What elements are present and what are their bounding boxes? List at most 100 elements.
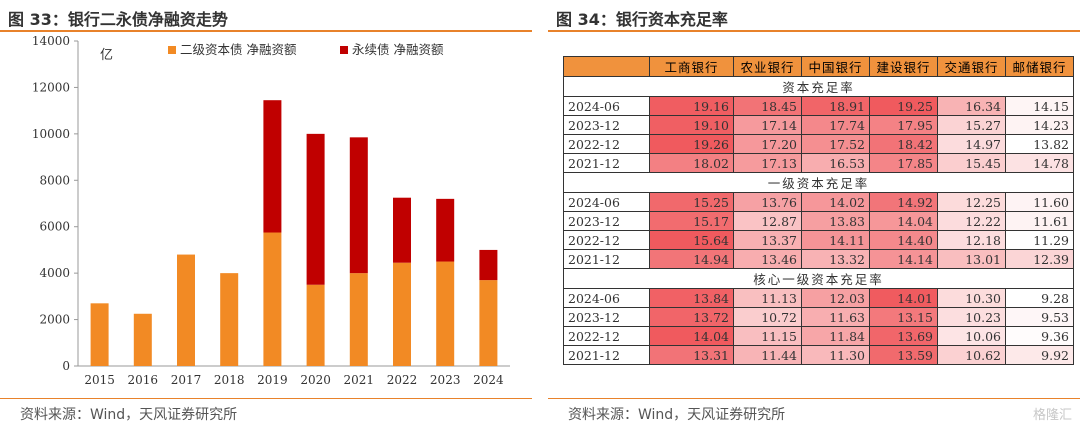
value-cell: 10.62 bbox=[937, 345, 1006, 365]
value-cell: 14.97 bbox=[937, 134, 1006, 154]
bar-2024-series-1 bbox=[479, 249, 498, 281]
value-cell: 19.10 bbox=[649, 115, 734, 135]
table-row: 2022-12 14.04 11.15 11.84 13.69 10.06 9.36 bbox=[563, 326, 1074, 346]
legend-label: 二级资本债 净融资额 bbox=[180, 42, 297, 57]
table-row: 2021-12 13.31 11.44 11.30 13.59 10.62 9.92 bbox=[563, 345, 1074, 365]
value-cell: 13.31 bbox=[649, 345, 734, 365]
row-label: 2024-06 bbox=[563, 288, 650, 308]
value-cell: 11.44 bbox=[733, 345, 802, 365]
value-cell: 10.23 bbox=[937, 307, 1006, 327]
value-cell: 13.37 bbox=[733, 230, 802, 250]
value-cell: 9.28 bbox=[1005, 288, 1074, 308]
value-cell: 13.76 bbox=[733, 192, 802, 212]
value-cell: 13.15 bbox=[869, 307, 938, 327]
value-cell: 17.95 bbox=[869, 115, 938, 135]
value-cell: 13.46 bbox=[733, 249, 802, 269]
value-cell: 14.14 bbox=[869, 249, 938, 269]
left-title-rule bbox=[0, 30, 532, 32]
value-cell: 14.92 bbox=[869, 192, 938, 212]
value-cell: 9.92 bbox=[1005, 345, 1074, 365]
value-cell: 11.84 bbox=[801, 326, 870, 346]
table-row: 2022-12 15.64 13.37 14.11 14.40 12.18 11.29 bbox=[563, 230, 1074, 250]
row-label: 2024-06 bbox=[563, 192, 650, 212]
table-row: 2024-06 15.25 13.76 14.02 14.92 12.25 11.60 bbox=[563, 192, 1074, 212]
value-cell: 9.36 bbox=[1005, 326, 1074, 346]
value-cell: 13.69 bbox=[869, 326, 938, 346]
value-cell: 11.61 bbox=[1005, 211, 1074, 231]
left-source-note: 资料来源：Wind，天风证券研究所 bbox=[20, 407, 238, 423]
table-row: 2022-12 19.26 17.20 17.52 18.42 14.97 13.82 bbox=[563, 134, 1074, 154]
section-title-row: 核心一级资本充足率 bbox=[563, 268, 1074, 289]
bar-2016-series-0 bbox=[133, 313, 152, 366]
x-tick-label: 2019 bbox=[257, 373, 288, 387]
value-cell: 13.59 bbox=[869, 345, 938, 365]
right-chart-title: 图 34：银行资本充足率 bbox=[556, 10, 728, 29]
value-cell: 13.83 bbox=[801, 211, 870, 231]
table-row: 2023-12 19.10 17.14 17.74 17.95 15.27 14.23 bbox=[563, 115, 1074, 135]
row-label: 2024-06 bbox=[563, 96, 650, 116]
value-cell: 11.15 bbox=[733, 326, 802, 346]
value-cell: 14.23 bbox=[1005, 115, 1074, 135]
value-cell: 11.63 bbox=[801, 307, 870, 327]
table-row: 2023-12 13.72 10.72 11.63 13.15 10.23 9.53 bbox=[563, 307, 1074, 327]
value-cell: 12.87 bbox=[733, 211, 802, 231]
bar-2023-series-1 bbox=[436, 198, 455, 262]
x-tick-label: 2021 bbox=[344, 373, 375, 387]
value-cell: 14.94 bbox=[649, 249, 734, 269]
section-title: 核心一级资本充足率 bbox=[563, 268, 1074, 289]
section-title: 一级资本充足率 bbox=[563, 172, 1074, 193]
value-cell: 14.40 bbox=[869, 230, 938, 250]
value-cell: 14.02 bbox=[801, 192, 870, 212]
left-source-rule bbox=[0, 398, 532, 399]
bar-2024-series-0 bbox=[479, 280, 498, 366]
value-cell: 10.30 bbox=[937, 288, 1006, 308]
bar-2017-series-0 bbox=[177, 254, 195, 366]
header-cell: 建设银行 bbox=[869, 56, 938, 77]
value-cell: 14.15 bbox=[1005, 96, 1074, 116]
header-cell: 中国银行 bbox=[801, 56, 870, 77]
section-title-row: 资本充足率 bbox=[563, 76, 1074, 97]
x-tick-label: 2022 bbox=[387, 373, 418, 387]
value-cell: 13.82 bbox=[1005, 134, 1074, 154]
value-cell: 12.25 bbox=[937, 192, 1006, 212]
value-cell: 17.14 bbox=[733, 115, 802, 135]
y-unit-label: 亿 bbox=[100, 48, 113, 63]
bar-2022-series-0 bbox=[393, 262, 411, 366]
value-cell: 16.34 bbox=[937, 96, 1006, 116]
y-tick-label: 10000 bbox=[32, 127, 70, 141]
value-cell: 11.30 bbox=[801, 345, 870, 365]
value-cell: 15.64 bbox=[649, 230, 734, 250]
row-label: 2021-12 bbox=[563, 153, 650, 173]
y-tick-label: 2000 bbox=[39, 313, 70, 327]
bar-2020-series-1 bbox=[306, 133, 325, 285]
value-cell: 14.04 bbox=[869, 211, 938, 231]
y-tick-label: 6000 bbox=[39, 220, 70, 234]
value-cell: 12.03 bbox=[801, 288, 870, 308]
right-source-rule bbox=[548, 398, 1080, 399]
row-label: 2022-12 bbox=[563, 134, 650, 154]
value-cell: 18.45 bbox=[733, 96, 802, 116]
header-cell: 邮储银行 bbox=[1005, 56, 1074, 77]
value-cell: 14.11 bbox=[801, 230, 870, 250]
header-cell: 农业银行 bbox=[733, 56, 802, 77]
bar-2019-series-1 bbox=[263, 100, 282, 233]
right-title-rule bbox=[548, 30, 1080, 32]
value-cell: 12.22 bbox=[937, 211, 1006, 231]
header-cell: 工商银行 bbox=[649, 56, 734, 77]
row-label: 2023-12 bbox=[563, 115, 650, 135]
bar-2020-series-0 bbox=[306, 284, 325, 366]
capital-adequacy-table: 工商银行 农业银行 中国银行 建设银行 交通银行 邮储银行 资本充足率 2024-06 19.1… bbox=[563, 56, 1074, 365]
table-row: 2024-06 19.16 18.45 18.91 19.25 16.34 14.15 bbox=[563, 96, 1074, 116]
y-tick-label: 4000 bbox=[39, 266, 70, 280]
left-chart-title: 图 33：银行二永债净融资走势 bbox=[8, 10, 228, 29]
x-tick-label: 2016 bbox=[128, 373, 159, 387]
row-label: 2021-12 bbox=[563, 249, 650, 269]
x-tick-label: 2023 bbox=[430, 373, 461, 387]
x-tick-label: 2024 bbox=[473, 373, 504, 387]
header-cell: 交通银行 bbox=[937, 56, 1006, 77]
bar-2022-series-1 bbox=[393, 197, 411, 263]
watermark-logo: 格隆汇 bbox=[1032, 408, 1072, 423]
bar-2018-series-0 bbox=[220, 273, 239, 366]
row-label: 2023-12 bbox=[563, 307, 650, 327]
section-title: 资本充足率 bbox=[563, 76, 1074, 97]
